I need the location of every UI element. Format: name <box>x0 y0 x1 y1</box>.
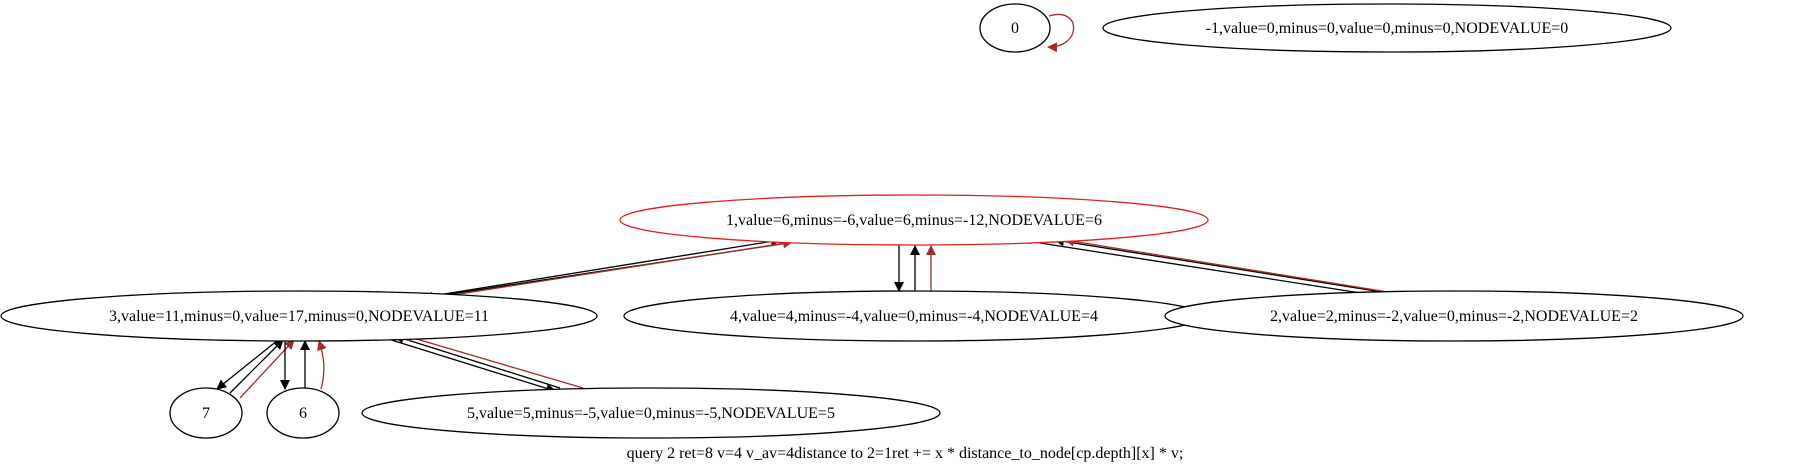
edge-n6-to-n3-red <box>317 340 327 390</box>
edge-n3-to-n7-black <box>216 339 279 390</box>
node-minus-1[interactable]: -1,value=0,minus=0,value=0,minus=0,NODEV… <box>1102 3 1672 53</box>
node-6[interactable]: 6 <box>266 387 340 439</box>
edge-n2-to-n1-red <box>1064 236 1401 295</box>
node-4-label: 4,value=4,minus=-4,value=0,minus=-4,NODE… <box>730 308 1098 325</box>
edge-n5-to-n3-black <box>394 333 561 389</box>
node-2-shape <box>1164 290 1744 342</box>
node-5-shape <box>361 387 941 439</box>
node-7-shape <box>169 387 243 439</box>
node-4[interactable]: 4,value=4,minus=-4,value=0,minus=-4,NODE… <box>623 290 1205 342</box>
edge-n2-to-n1-black <box>1054 236 1389 294</box>
node-6-shape <box>266 387 340 439</box>
edge-n0-to-n0-red <box>1047 13 1075 53</box>
edge-n1-to-n2-black <box>1039 242 1381 300</box>
node-2[interactable]: 2,value=2,minus=-2,value=0,minus=-2,NODE… <box>1164 290 1744 342</box>
node-3-shape <box>0 290 598 342</box>
node-5-label: 5,value=5,minus=-5,value=0,minus=-5,NODE… <box>467 405 835 422</box>
node-1[interactable]: 1,value=6,minus=-6,value=6,minus=-12,NOD… <box>619 194 1209 246</box>
edge-n7-to-n3-black <box>229 339 284 394</box>
node-0[interactable]: 0 <box>979 3 1051 53</box>
node-minus-1-label: -1,value=0,minus=0,value=0,minus=0,NODEV… <box>1206 20 1569 37</box>
node-0-shape <box>979 3 1051 53</box>
node-7-label: 7 <box>202 405 210 422</box>
graph-caption: query 2 ret=8 v=4 v_av=4distance to 2=1r… <box>627 445 1184 462</box>
node-7[interactable]: 7 <box>169 387 243 439</box>
edge-n3-to-n1-black <box>437 236 781 296</box>
edges-layer <box>216 13 1401 399</box>
edge-n3-to-n5-black <box>384 337 556 394</box>
nodes-layer: 0 -1,value=0,minus=0,value=0,minus=0,NOD… <box>0 3 1744 439</box>
node-3[interactable]: 3,value=11,minus=0,value=17,minus=0,NODE… <box>0 290 598 342</box>
node-1-label: 1,value=6,minus=-6,value=6,minus=-12,NOD… <box>726 212 1102 229</box>
node-minus-1-shape <box>1102 3 1672 53</box>
node-1-shape <box>619 194 1209 246</box>
node-3-label: 3,value=11,minus=0,value=17,minus=0,NODE… <box>109 308 489 325</box>
node-0-label: 0 <box>1011 20 1019 37</box>
edge-n5-to-n3-red <box>402 332 584 389</box>
node-5[interactable]: 5,value=5,minus=-5,value=0,minus=-5,NODE… <box>361 387 941 439</box>
node-2-label: 2,value=2,minus=-2,value=0,minus=-2,NODE… <box>1270 308 1638 325</box>
edge-n3-to-n1-red <box>452 238 793 296</box>
node-6-label: 6 <box>299 405 307 422</box>
